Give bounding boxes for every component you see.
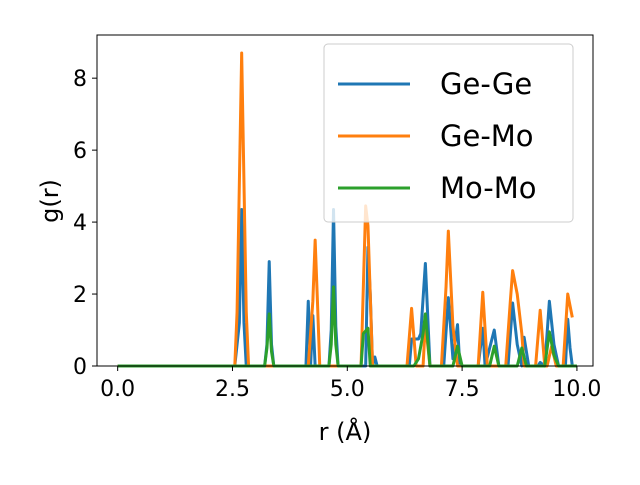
x-tick-label: 10.0 (552, 377, 601, 402)
x-tick-label: 5.0 (330, 377, 365, 402)
legend-label-ge-mo: Ge-Mo (440, 119, 534, 153)
x-tick-label: 0.0 (100, 377, 135, 402)
x-axis-ticks: 0.0 2.5 5.0 7.5 10.0 (100, 366, 601, 402)
y-axis-ticks: 0 2 4 6 8 (73, 67, 97, 380)
x-tick-label: 7.5 (445, 377, 480, 402)
legend-label-ge-ge: Ge-Ge (440, 67, 532, 101)
y-tick-label: 6 (73, 139, 87, 164)
series-line-ge-mo (117, 51, 574, 368)
legend: Ge-Ge Ge-Mo Mo-Mo (323, 43, 574, 223)
y-tick-label: 8 (73, 67, 87, 92)
y-tick-label: 0 (73, 355, 87, 380)
legend-label-mo-mo: Mo-Mo (440, 171, 537, 205)
y-tick-label: 4 (73, 211, 87, 236)
plot-frame (96, 34, 594, 367)
x-tick-label: 2.5 (215, 377, 250, 402)
y-axis-label: g(r) (36, 179, 64, 223)
x-axis-label: r (Å) (319, 417, 372, 446)
legend-box (323, 43, 574, 223)
y-tick-label: 2 (73, 283, 87, 308)
